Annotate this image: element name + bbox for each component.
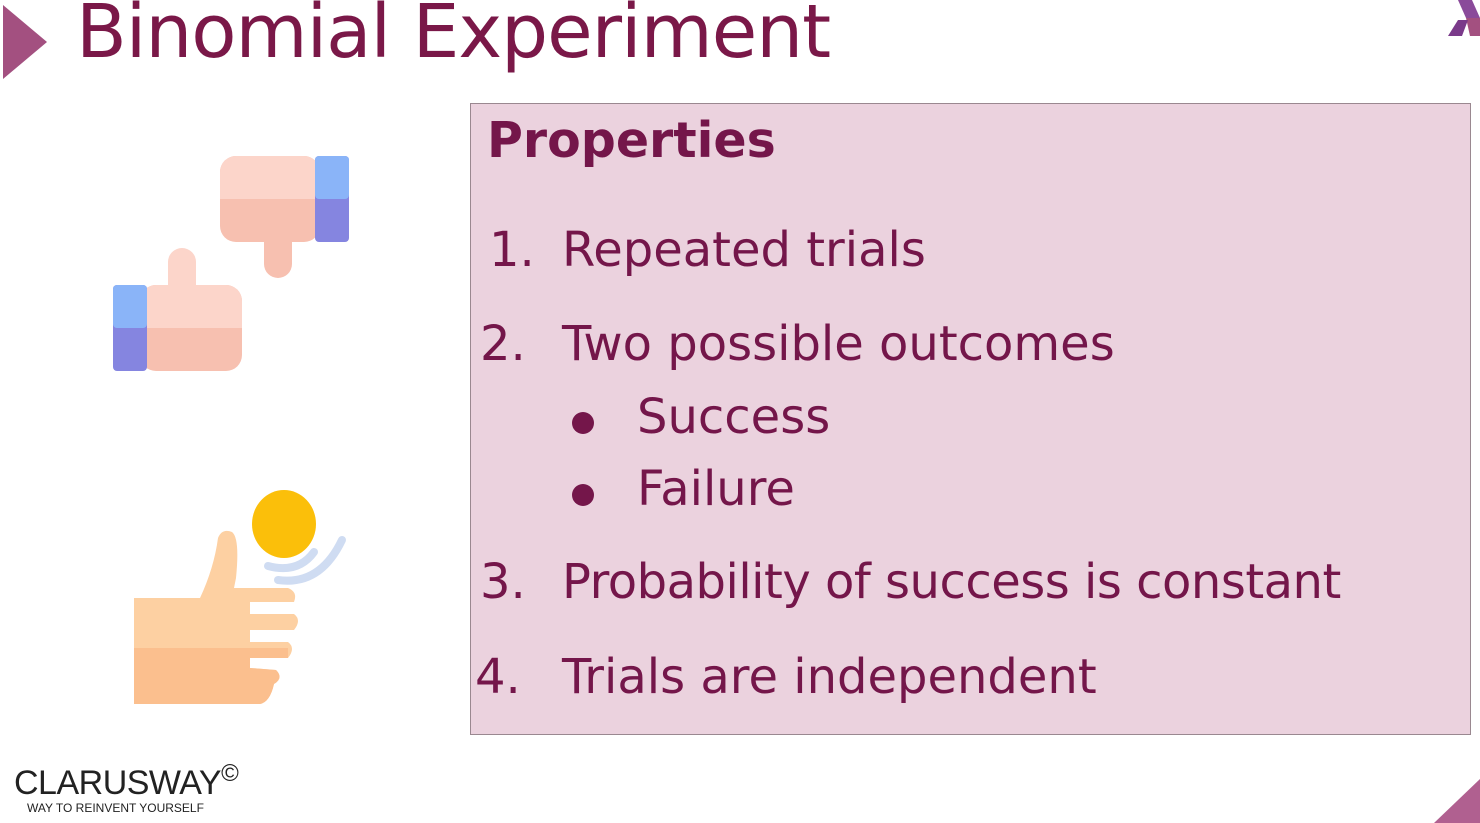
brand-tagline: WAY TO REINVENT YOURSELF [27, 801, 204, 815]
coin-flip-icon [134, 490, 346, 704]
thumbs-up-down-icon [113, 156, 349, 371]
property-number: 4. [475, 649, 521, 705]
properties-box: Properties 1. Repeated trials 2. Two pos… [470, 103, 1471, 735]
properties-heading: Properties [487, 112, 776, 169]
property-text: Probability of success is constant [562, 554, 1341, 610]
property-text: Repeated trials [562, 222, 926, 278]
bullet-icon [572, 484, 594, 506]
property-text: Trials are independent [562, 649, 1097, 705]
clarusway-logo: CLARUSWAY© WAY TO REINVENT YOURSELF [14, 760, 239, 815]
slide-title: Binomial Experiment [76, 0, 831, 75]
property-number: 3. [480, 554, 526, 610]
corner-chevron-icon [1448, 0, 1480, 36]
property-text: Two possible outcomes [562, 316, 1115, 372]
outcome-text: Failure [637, 461, 795, 517]
property-number: 2. [480, 316, 526, 372]
bullet-icon [572, 412, 594, 434]
property-number: 1. [489, 222, 535, 278]
corner-triangle-icon [1434, 779, 1480, 823]
copyright-symbol: © [221, 760, 239, 787]
outcome-text: Success [637, 389, 831, 445]
title-arrow-icon [3, 5, 47, 79]
brand-name: CLARUSWAY© [14, 760, 239, 802]
